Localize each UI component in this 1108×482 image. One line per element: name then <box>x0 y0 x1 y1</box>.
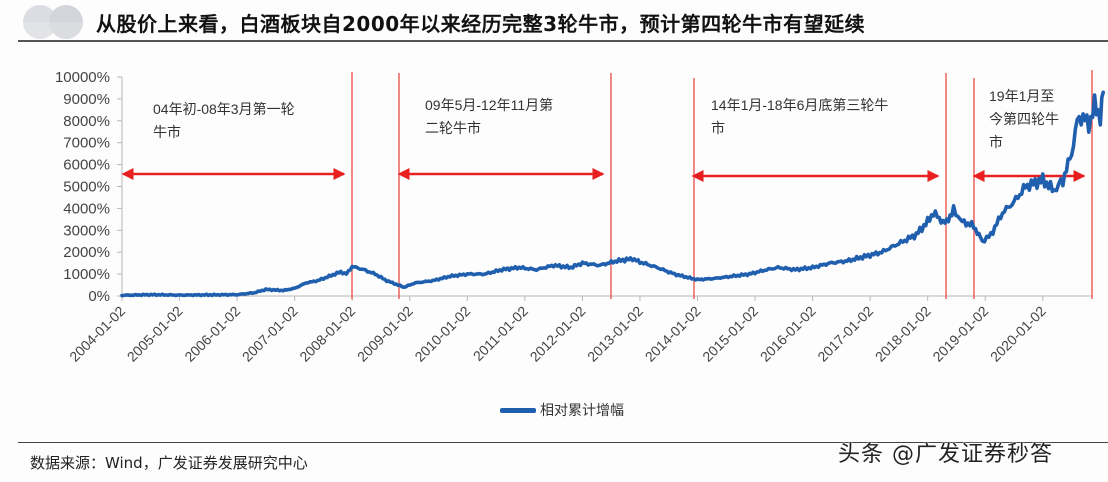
watermark: 头条 @广发证券秒答 <box>838 442 1053 467</box>
x-tick-label: 2012-01-02 <box>527 303 589 365</box>
period-label: 市 <box>711 120 725 136</box>
period-label: 牛市 <box>153 124 181 140</box>
x-tick-label: 2011-01-02 <box>470 303 531 364</box>
y-tick-label: 9000% <box>63 91 110 108</box>
x-tick-label: 2013-01-02 <box>584 303 646 365</box>
legend: 相对累计增幅 <box>500 400 624 420</box>
period-label: 09年5月-12年11月第 <box>425 97 553 113</box>
data-source: 数据来源：Wind，广发证券发展研究中心 <box>30 454 308 472</box>
footer-divider <box>18 442 1108 443</box>
legend-label: 相对累计增幅 <box>540 403 624 419</box>
x-axis: 2004-01-022005-01-022006-01-022007-01-02… <box>66 295 1092 365</box>
x-tick-label: 2018-01-02 <box>872 303 934 365</box>
x-tick-label: 2007-01-02 <box>239 303 301 365</box>
x-tick-label: 2016-01-02 <box>757 303 819 365</box>
x-tick-label: 2004-01-02 <box>66 303 128 365</box>
x-tick-label: 2014-01-02 <box>642 303 704 365</box>
x-tick-label: 2008-01-02 <box>296 303 358 365</box>
x-tick-label: 2006-01-02 <box>181 303 243 365</box>
x-tick-label: 2020-01-02 <box>987 303 1049 365</box>
period-label: 今第四轮牛 <box>989 111 1059 127</box>
y-tick-label: 0% <box>88 288 110 305</box>
title-divider <box>18 40 1108 42</box>
y-tick-label: 2000% <box>63 244 110 261</box>
y-tick-label: 1000% <box>63 266 110 283</box>
chart-title: 从股价上来看，白酒板块自2000年以来经历完整3轮牛市，预计第四轮牛市有望延续 <box>96 12 866 36</box>
y-tick-label: 8000% <box>63 113 110 130</box>
title-bar: 从股价上来看，白酒板块自2000年以来经历完整3轮牛市，预计第四轮牛市有望延续 <box>0 0 1108 42</box>
x-tick-label: 2019-01-02 <box>929 303 991 365</box>
line-chart: 0% 1000% 2000% 3000% 4000% 5000% 6000% 7000% 800… <box>55 69 1105 365</box>
x-tick-label: 2017-01-02 <box>814 303 876 365</box>
period-label: 二轮牛市 <box>425 120 481 136</box>
y-tick-label: 5000% <box>63 179 110 196</box>
legend-swatch <box>500 407 536 413</box>
y-tick-label: 4000% <box>63 200 110 217</box>
x-tick-label: 2005-01-02 <box>124 303 186 365</box>
period-label: 19年1月至 <box>989 88 1054 104</box>
period-label: 14年1月-18年6月底第三轮牛 <box>711 97 888 113</box>
x-tick-label: 2009-01-02 <box>354 303 416 365</box>
y-tick-label: 6000% <box>63 157 110 174</box>
y-axis: 0% 1000% 2000% 3000% 4000% 5000% 6000% 7000% 800… <box>55 69 123 305</box>
series-path <box>120 90 1105 298</box>
x-tick-label: 2010-01-02 <box>411 303 473 365</box>
period-label: 04年初-08年3月第一轮 <box>153 101 295 117</box>
x-tick-label: 2015-01-02 <box>699 303 761 365</box>
logo-icon <box>22 5 86 40</box>
y-tick-label: 10000% <box>55 69 110 86</box>
y-tick-label: 7000% <box>63 135 110 152</box>
y-tick-label: 3000% <box>63 222 110 239</box>
series-line <box>120 90 1105 298</box>
period-label: 市 <box>989 134 1003 150</box>
